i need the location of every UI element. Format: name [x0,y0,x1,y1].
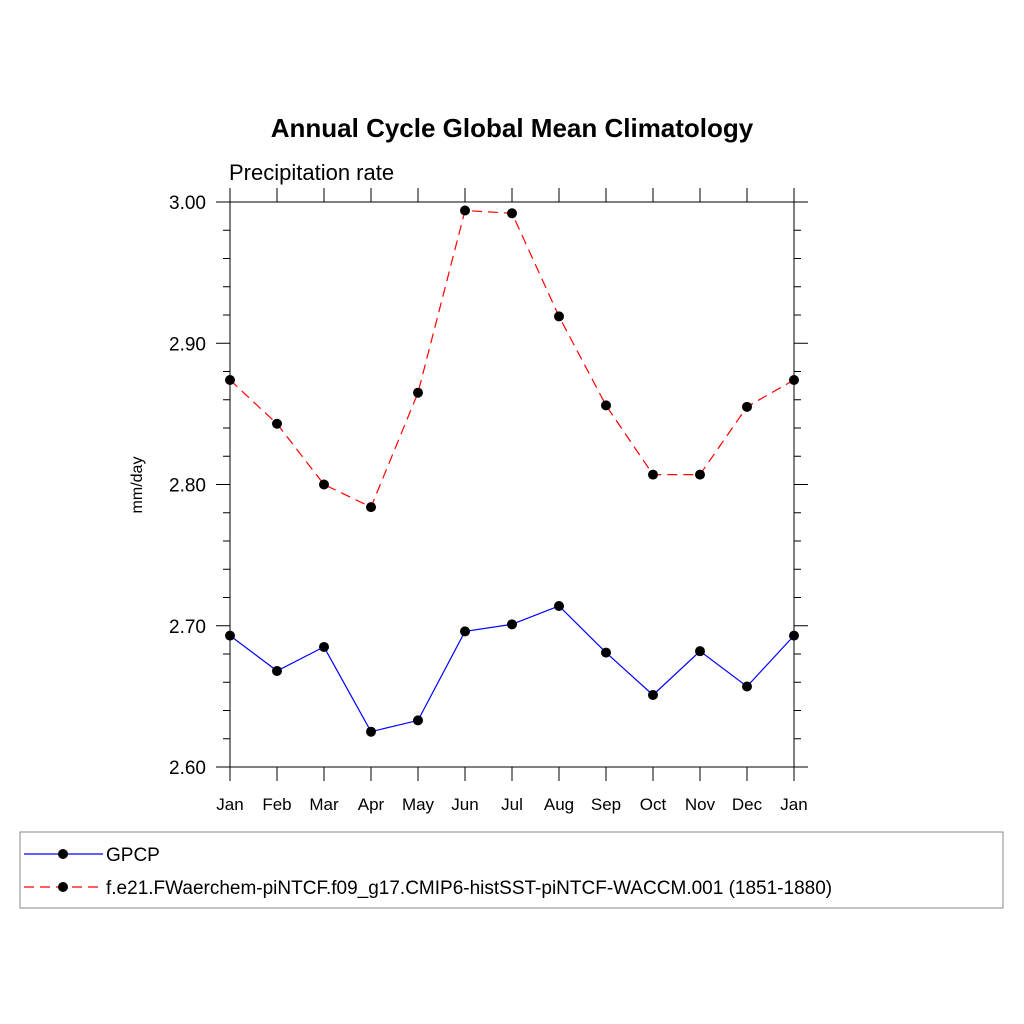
x-tick-label: May [402,795,435,814]
data-point-series-1 [319,641,329,652]
data-point-series-1 [413,715,423,726]
data-point-series-2 [507,208,517,219]
data-point-series-1 [742,681,752,692]
legend-box [19,831,1004,909]
series-line-2 [229,209,795,508]
data-point-series-1 [225,630,235,641]
data-point-series-2 [648,469,658,480]
x-tick-label: Aug [544,795,574,814]
legend-marker-1 [58,849,68,859]
x-tick-label: Dec [732,795,763,814]
data-point-series-2 [460,205,470,216]
y-axis-label: mm/day [129,457,146,514]
x-tick-label: Feb [262,795,291,814]
x-tick-label: Apr [358,795,385,814]
data-point-series-2 [789,374,799,385]
y-tick-label: 3.00 [169,193,206,214]
data-point-series-2 [601,400,611,411]
data-point-series-1 [554,600,564,611]
data-point-series-2 [225,374,235,385]
data-point-series-2 [695,469,705,480]
data-point-series-1 [272,665,282,676]
x-tick-label: Sep [591,795,621,814]
y-ticks: 2.60 2.70 2.80 2.90 3.00 [169,193,808,779]
legend: GPCP f.e21.FWaerchem-piNTCF.f09_g17.CMIP6… [19,831,1004,909]
data-point-series-1 [648,689,658,700]
x-tick-label: Nov [685,795,716,814]
legend-entries: GPCP f.e21.FWaerchem-piNTCF.f09_g17.CMIP6… [24,845,832,899]
chart-subtitle: Precipitation rate [229,160,394,185]
data-point-series-1 [366,726,376,737]
data-point-series-2 [272,418,282,429]
x-tick-label: Jun [451,795,478,814]
data-point-series-2 [319,479,329,490]
data-point-series-2 [742,401,752,412]
data-point-series-1 [601,647,611,658]
legend-label-2: f.e21.FWaerchem-piNTCF.f09_g17.CMIP6-his… [106,878,832,899]
x-tick-label: Jan [780,795,807,814]
legend-marker-2 [58,882,68,892]
plot-frame [229,201,795,768]
plot-area: 2.602.702.802.903.00 Jan Feb Mar Apr May Jun J… [169,188,808,814]
data-point-series-2 [413,387,423,398]
y-tick-label: 2.80 [169,476,206,497]
chart-title: Annual Cycle Global Mean Climatology [271,113,754,143]
y-tick-label: 2.60 [169,758,206,779]
data-point-series-2 [366,502,376,513]
x-tick-label: Oct [640,795,667,814]
data-point-series-1 [695,646,705,657]
data-point-series-1 [789,630,799,641]
x-tick-label: Jan [216,795,243,814]
x-tick-label: Jul [501,795,523,814]
series-points [225,205,799,737]
series-lines [229,209,795,733]
x-ticks: Jan Feb Mar Apr May Jun Jul Aug Sep Oct Nov Dec Jan [216,188,808,814]
y-tick-label: 2.70 [169,617,206,638]
data-point-series-1 [460,626,470,637]
legend-label-1: GPCP [106,845,160,866]
y-tick-label: 2.90 [169,334,206,355]
data-point-series-2 [554,311,564,322]
x-tick-label: Mar [309,795,339,814]
data-point-series-1 [507,619,517,630]
